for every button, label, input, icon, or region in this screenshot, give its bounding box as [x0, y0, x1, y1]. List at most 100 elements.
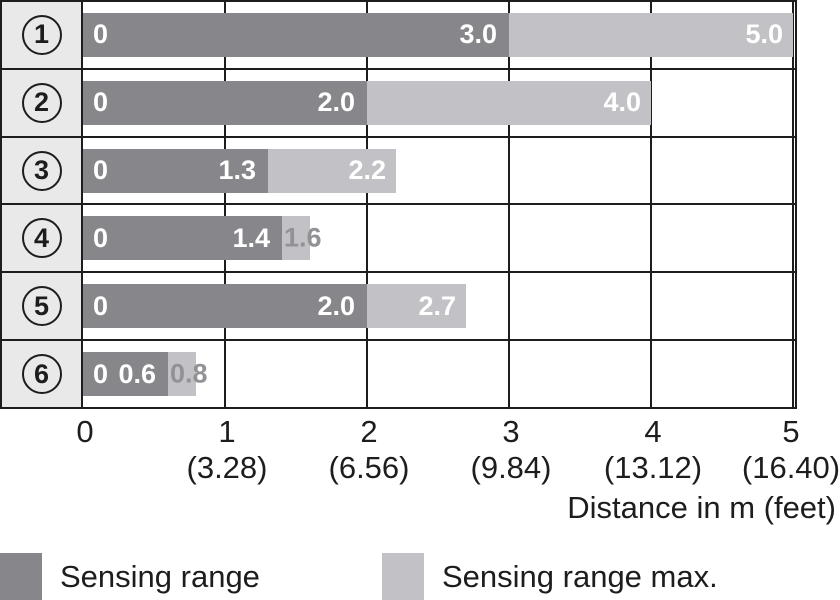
sensing-range-max-value: 2.2 — [348, 155, 386, 186]
gridline — [508, 341, 510, 407]
circled-number: 2 — [21, 82, 62, 123]
chart-row: 6 0 0.6 0.8 — [2, 341, 795, 407]
gridline — [224, 341, 226, 407]
chart-row: 5 0 2.0 2.7 — [2, 273, 795, 342]
sensing-range-max-value: 0.8 — [170, 358, 208, 389]
sensing-range-bar: 0 1.3 — [83, 148, 268, 193]
sensing-range-max-bar: 2.2 — [268, 148, 396, 193]
x-tick-feet: (6.56) — [328, 450, 410, 485]
sensing-range-max-bar: 4.0 — [367, 80, 651, 125]
chart-row: 2 0 2.0 4.0 — [2, 69, 795, 138]
x-axis-title: Distance in m (feet) — [567, 490, 836, 525]
category-cell: 5 — [2, 273, 83, 340]
bar-start-label: 0 — [93, 155, 109, 186]
bar-start-label: 0 — [93, 222, 109, 253]
x-tick-metres: 3 — [502, 414, 520, 449]
gridline — [508, 205, 510, 272]
chart-row: 1 0 3.0 5.0 — [2, 2, 795, 70]
bar: 0 1.4 1.6 — [83, 216, 322, 261]
bar-start-label: 0 — [93, 19, 109, 50]
chart-row: 3 0 1.3 2.2 — [2, 137, 795, 206]
sensing-range-max-bar: 0.8 — [168, 352, 208, 397]
gridline — [508, 137, 510, 204]
sensing-range-max-bar: 5.0 — [509, 12, 793, 57]
category-cell: 3 — [2, 137, 83, 204]
gridline — [792, 69, 794, 136]
x-tick-feet: (9.84) — [470, 450, 552, 485]
bar-start-label: 0 — [93, 358, 109, 389]
sensing-range-bar: 0 1.4 — [83, 216, 282, 261]
legend-item-sensing-range: Sensing range — [0, 553, 260, 600]
sensing-range-max-value: 2.7 — [418, 290, 456, 321]
bar: 0 0.6 0.8 — [83, 352, 208, 397]
x-tick-metres: 0 — [76, 414, 94, 449]
x-axis: Distance in m (feet) 0 1 (3.28) 2 (6.56) 3 (9.… — [0, 414, 840, 534]
x-tick: 5 (16.40) — [742, 414, 840, 486]
legend-swatch-sensing-range — [0, 553, 42, 600]
circled-number: 6 — [21, 354, 62, 395]
x-tick-feet: (16.40) — [741, 450, 840, 485]
x-tick: 1 (3.28) — [187, 414, 268, 486]
gridline — [366, 205, 368, 272]
category-cell: 6 — [2, 341, 83, 407]
sensing-range-value: 2.0 — [317, 290, 355, 321]
x-tick-metres: 4 — [644, 414, 662, 449]
bar: 0 2.0 2.7 — [83, 284, 466, 329]
x-tick: 4 (13.12) — [604, 414, 702, 486]
gridline — [650, 69, 652, 136]
gridline — [508, 273, 510, 340]
circled-number: 1 — [21, 14, 62, 55]
sensing-range-value: 1.4 — [232, 222, 270, 253]
plot-cell: 0 1.3 2.2 — [83, 137, 795, 204]
sensing-range-value: 1.3 — [218, 155, 256, 186]
plot-cell: 0 2.0 2.7 — [83, 273, 795, 340]
x-tick: 0 — [76, 414, 93, 450]
chart-table: 1 0 3.0 5.0 2 0 2.0 4.0 3 0 1.3 2.2 4 0 1.4 1.6 5 0 2.0 2.7… — [0, 0, 797, 409]
plot-cell: 0 3.0 5.0 — [83, 2, 795, 68]
sensing-range-max-value: 4.0 — [603, 87, 641, 118]
x-tick-metres: 2 — [360, 414, 378, 449]
gridline — [792, 273, 794, 340]
gridline — [650, 137, 652, 204]
sensing-range-max-value: 5.0 — [745, 19, 783, 50]
x-tick: 2 (6.56) — [329, 414, 410, 486]
bar: 0 1.3 2.2 — [83, 148, 396, 193]
gridline — [650, 205, 652, 272]
gridline — [650, 341, 652, 407]
circled-number: 5 — [21, 286, 62, 327]
circled-number: 4 — [21, 218, 62, 259]
sensing-range-max-value: 1.6 — [284, 222, 322, 253]
x-tick-feet: (13.12) — [603, 450, 703, 485]
sensing-range-value: 0.6 — [118, 358, 156, 389]
legend-item-sensing-range-max: Sensing range max. — [382, 553, 718, 600]
sensing-range-value: 3.0 — [459, 19, 497, 50]
gridline — [366, 341, 368, 407]
sensing-range-max-bar: 1.6 — [282, 216, 322, 261]
x-tick-metres: 5 — [782, 414, 800, 449]
bar-start-label: 0 — [93, 87, 109, 118]
x-tick: 3 (9.84) — [471, 414, 552, 486]
circled-number: 3 — [21, 150, 62, 191]
plot-cell: 0 2.0 4.0 — [83, 69, 795, 136]
category-cell: 4 — [2, 205, 83, 272]
sensing-range-max-bar: 2.7 — [367, 284, 466, 329]
plot-cell: 0 1.4 1.6 — [83, 205, 795, 272]
category-cell: 2 — [2, 69, 83, 136]
category-cell: 1 — [2, 2, 83, 68]
legend-label: Sensing range max. — [442, 558, 718, 594]
gridline — [792, 137, 794, 204]
bar-start-label: 0 — [93, 290, 109, 321]
legend-label: Sensing range — [60, 558, 260, 594]
chart-row: 4 0 1.4 1.6 — [2, 205, 795, 274]
gridline — [792, 341, 794, 407]
gridline — [650, 273, 652, 340]
gridline — [792, 205, 794, 272]
gridline — [792, 2, 794, 68]
sensing-range-bar: 0 3.0 — [83, 12, 509, 57]
x-tick-metres: 1 — [218, 414, 236, 449]
plot-cell: 0 0.6 0.8 — [83, 341, 795, 407]
legend-swatch-sensing-range-max — [382, 553, 424, 600]
x-tick-feet: (3.28) — [186, 450, 268, 485]
bar: 0 3.0 5.0 — [83, 12, 793, 57]
